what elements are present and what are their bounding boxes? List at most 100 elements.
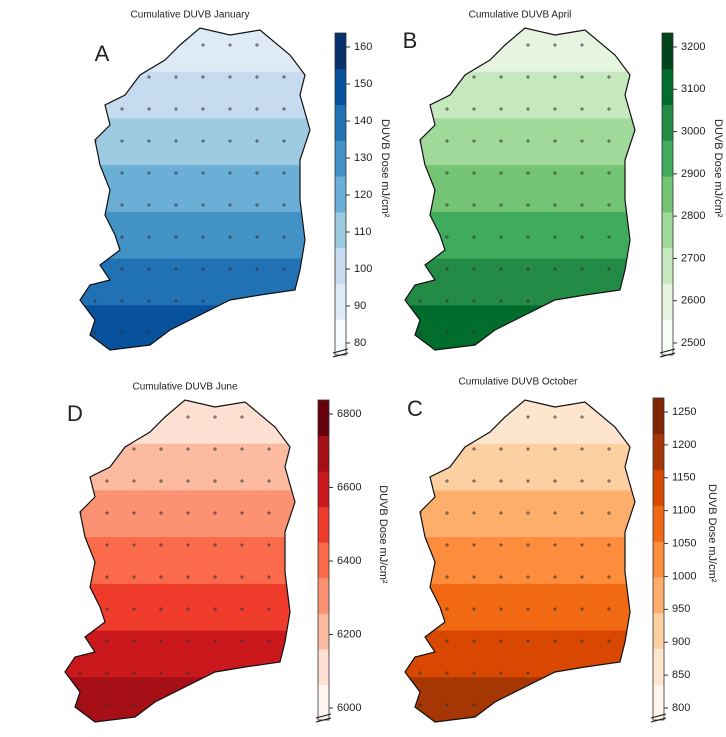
- station-marker: [499, 107, 503, 111]
- station-marker: [445, 511, 449, 515]
- station-marker: [526, 107, 530, 111]
- station-marker: [105, 415, 109, 419]
- station-marker: [147, 75, 151, 79]
- station-marker: [526, 267, 530, 271]
- colorbar-tick-label: 1250: [672, 406, 696, 418]
- colorbar-tick-label: 1150: [672, 472, 696, 484]
- colorbar-segment: [662, 68, 673, 106]
- station-marker: [132, 479, 136, 483]
- map-band: [405, 490, 635, 539]
- panel-letter: B: [403, 28, 418, 53]
- station-marker: [472, 703, 476, 707]
- station-marker: [580, 703, 584, 707]
- panel-title: Cumulative DUVB January: [131, 10, 250, 21]
- station-marker: [228, 139, 232, 143]
- station-marker: [499, 75, 503, 79]
- station-marker: [267, 415, 271, 419]
- station-marker: [159, 703, 163, 707]
- station-marker: [472, 203, 476, 207]
- station-marker: [213, 703, 217, 707]
- colorbar-segment: [653, 612, 664, 649]
- station-marker: [120, 331, 124, 335]
- map-band: [80, 258, 310, 307]
- station-marker: [607, 543, 611, 547]
- station-marker: [472, 447, 476, 451]
- station-marker: [186, 607, 190, 611]
- station-marker: [499, 139, 503, 143]
- station-marker: [186, 479, 190, 483]
- station-marker: [78, 703, 82, 707]
- station-marker: [580, 235, 584, 239]
- station-marker: [580, 543, 584, 547]
- colorbar-segment: [318, 577, 329, 614]
- station-marker: [499, 479, 503, 483]
- station-marker: [120, 299, 124, 303]
- colorbar-segment: [335, 247, 346, 284]
- colorbar-segment: [662, 140, 673, 177]
- coastline: [64, 399, 296, 723]
- station-marker: [78, 671, 82, 675]
- station-marker: [93, 331, 97, 335]
- colorbar-tick-label: 130: [354, 152, 372, 164]
- station-marker: [607, 331, 611, 335]
- station-marker: [445, 75, 449, 79]
- station-marker: [418, 75, 422, 79]
- colorbar-segment: [653, 648, 664, 685]
- colorbar-tick-label: 850: [672, 669, 690, 681]
- station-marker: [418, 479, 422, 483]
- colorbar-segment: [318, 471, 329, 508]
- colorbar-tick-label: 2500: [681, 337, 705, 349]
- station-marker: [472, 107, 476, 111]
- station-marker: [418, 639, 422, 643]
- station-marker: [553, 331, 557, 335]
- coastline: [404, 27, 636, 351]
- station-marker: [105, 543, 109, 547]
- station-marker: [418, 171, 422, 175]
- colorbar-tick-label: 2700: [681, 252, 705, 264]
- station-marker: [526, 299, 530, 303]
- station-marker: [186, 703, 190, 707]
- station-marker: [445, 703, 449, 707]
- station-marker: [472, 479, 476, 483]
- colorbar-tick-label: 950: [672, 603, 690, 615]
- station-marker: [132, 639, 136, 643]
- colorbar-segment: [653, 505, 664, 542]
- station-marker: [418, 607, 422, 611]
- station-marker: [499, 331, 503, 335]
- station-marker: [201, 267, 205, 271]
- colorbar-tick-label: 140: [354, 115, 372, 127]
- station-marker: [499, 543, 503, 547]
- station-marker: [186, 575, 190, 579]
- station-marker: [445, 447, 449, 451]
- station-marker: [472, 171, 476, 175]
- station-marker: [445, 43, 449, 47]
- station-marker: [105, 671, 109, 675]
- panel-letter: D: [67, 401, 83, 426]
- station-marker: [240, 511, 244, 515]
- station-marker: [418, 703, 422, 707]
- station-marker: [159, 671, 163, 675]
- station-marker: [255, 203, 259, 207]
- station-marker: [526, 415, 530, 419]
- station-marker: [120, 107, 124, 111]
- station-marker: [526, 511, 530, 515]
- station-marker: [159, 575, 163, 579]
- station-marker: [282, 203, 286, 207]
- station-marker: [282, 171, 286, 175]
- station-marker: [132, 703, 136, 707]
- colorbar-label: DUVB Dose mJ/cm²: [379, 119, 391, 218]
- panel-letter: A: [95, 41, 110, 66]
- station-marker: [228, 267, 232, 271]
- station-marker: [418, 107, 422, 111]
- station-marker: [120, 43, 124, 47]
- station-marker: [228, 331, 232, 335]
- station-marker: [607, 267, 611, 271]
- colorbar-tick-label: 3000: [681, 125, 705, 137]
- axis-break: [315, 713, 332, 723]
- station-marker: [267, 607, 271, 611]
- station-marker: [105, 607, 109, 611]
- station-marker: [472, 43, 476, 47]
- station-marker: [201, 139, 205, 143]
- station-marker: [418, 671, 422, 675]
